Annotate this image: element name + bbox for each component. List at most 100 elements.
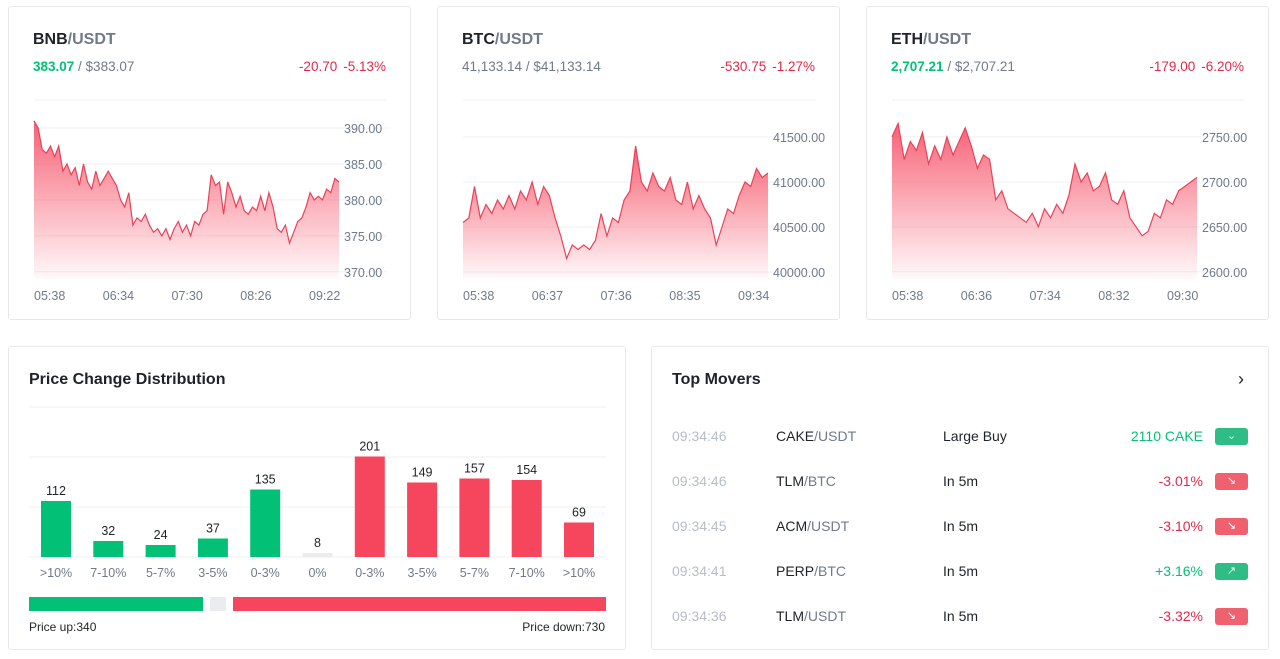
- mover-pair[interactable]: PERP/BTC: [776, 563, 943, 579]
- quote-asset: /USDT: [807, 518, 850, 534]
- trend-down-icon: ↘: [1215, 517, 1248, 535]
- category-label: 7-10%: [90, 566, 126, 580]
- mover-type: In 5m: [943, 518, 979, 534]
- usd-price: / $2,707.21: [943, 59, 1015, 74]
- price-up-label: Price up:340: [29, 620, 97, 634]
- price-line: [891, 121, 1198, 237]
- mover-pair[interactable]: TLM/BTC: [776, 473, 943, 489]
- mover-row[interactable]: 09:34:46 CAKE/USDT Large Buy 2110 CAKE ⌄: [672, 421, 1248, 451]
- distribution-bar[interactable]: [511, 480, 542, 557]
- ticker-card-btc[interactable]: BTC/USDT 41,133.14 / $41,133.14 -530.75-…: [437, 6, 840, 320]
- change-percent: -1.27%: [772, 59, 815, 74]
- base-asset: CAKE: [776, 428, 815, 444]
- x-tick-label: 05:38: [892, 289, 923, 303]
- pair-name: BNB/USDT: [33, 31, 116, 49]
- distribution-bar[interactable]: [145, 545, 176, 557]
- distribution-bar[interactable]: [302, 553, 333, 557]
- trend-up-icon: ⌄: [1215, 427, 1248, 445]
- change-percent: -6.20%: [1201, 59, 1244, 74]
- mover-value: -3.32%: [1158, 608, 1203, 624]
- mover-row[interactable]: 09:34:46 TLM/BTC In 5m -3.01% ↘: [672, 466, 1248, 496]
- y-tick-label: 40000.00: [773, 266, 825, 280]
- base-asset: PERP: [776, 563, 815, 579]
- bar-value-label: 69: [572, 506, 586, 520]
- distribution-bar[interactable]: [354, 456, 385, 558]
- chevron-right-icon[interactable]: ›: [1238, 369, 1244, 389]
- x-tick-label: 05:38: [34, 289, 65, 303]
- mover-value: 2110 CAKE: [1130, 428, 1203, 444]
- distribution-bar[interactable]: [407, 482, 438, 558]
- price-down-bar: [233, 597, 606, 611]
- mover-pair[interactable]: CAKE/USDT: [776, 428, 943, 444]
- mover-value: -3.01%: [1158, 473, 1203, 489]
- distribution-title: Price Change Distribution: [29, 371, 226, 388]
- y-tick-label: 41500.00: [773, 131, 825, 145]
- price-info: 2,707.21 / $2,707.21: [891, 59, 1015, 74]
- y-tick-label: 40500.00: [773, 221, 825, 235]
- bar-value-label: 32: [101, 524, 115, 538]
- ticker-card-bnb[interactable]: BNB/USDT 383.07 / $383.07 -20.70 -5.13% 39…: [8, 6, 411, 320]
- category-label: 0%: [308, 566, 326, 580]
- price-change-distribution-card: Price Change Distribution 112 >10% 32 7-10%…: [8, 346, 626, 650]
- distribution-bar[interactable]: [459, 478, 490, 558]
- category-label: 3-5%: [198, 566, 227, 580]
- change-value: -179.00: [1149, 59, 1196, 74]
- y-tick-label: 370.00: [344, 266, 382, 280]
- bar-value-label: 112: [46, 484, 66, 498]
- last-price: 2,707.21: [891, 59, 944, 74]
- category-label: 0-3%: [355, 566, 384, 580]
- distribution-bar[interactable]: [41, 501, 71, 557]
- distribution-bar[interactable]: [564, 522, 594, 558]
- mover-type: In 5m: [943, 563, 979, 579]
- x-tick-label: 09:22: [309, 289, 340, 303]
- category-label: 5-7%: [460, 566, 489, 580]
- mover-type: In 5m: [943, 608, 979, 624]
- bar-value-label: 149: [412, 466, 433, 480]
- pair-name: BTC/USDT: [462, 31, 543, 49]
- y-tick-label: 2700.00: [1202, 176, 1247, 190]
- y-tick-label: 41000.00: [773, 176, 825, 190]
- base-asset: TLM: [776, 473, 804, 489]
- quote-asset: /USDT: [804, 608, 846, 624]
- base-asset: BTC: [462, 31, 495, 48]
- price-chart: 2750.00 2700.00 2650.00 2600.00 05:38 06:36 07…: [891, 99, 1247, 303]
- usd-price: / $383.07: [74, 59, 135, 74]
- x-tick-label: 06:36: [961, 289, 992, 303]
- distribution-bar[interactable]: [93, 541, 124, 557]
- base-asset: TLM: [776, 608, 804, 624]
- pair-name: ETH/USDT: [891, 31, 971, 49]
- mover-pair[interactable]: TLM/USDT: [776, 608, 943, 624]
- trend-down-icon: ↘: [1215, 472, 1248, 490]
- bar-value-label: 8: [314, 536, 321, 550]
- price-line: [33, 120, 340, 246]
- category-label: >10%: [40, 566, 72, 580]
- trend-up-icon: ↗: [1215, 562, 1248, 580]
- mover-time: 09:34:36: [672, 608, 727, 624]
- x-tick-label: 09:34: [738, 289, 769, 303]
- distribution-bar[interactable]: [250, 489, 281, 558]
- x-tick-label: 05:38: [463, 289, 494, 303]
- base-asset: ACM: [776, 518, 808, 534]
- quote-asset: /BTC: [804, 473, 836, 489]
- mover-row[interactable]: 09:34:36 TLM/USDT In 5m -3.32% ↘: [672, 601, 1248, 631]
- ticker-card-eth[interactable]: ETH/USDT 2,707.21 / $2,707.21 -179.00 -6.…: [866, 6, 1269, 320]
- quote-asset: /USDT: [494, 31, 543, 48]
- change-info: -20.70 -5.13%: [293, 59, 386, 74]
- category-label: 7-10%: [509, 566, 545, 580]
- mover-row[interactable]: 09:34:41 PERP/BTC In 5m +3.16% ↗: [672, 556, 1248, 586]
- mover-row[interactable]: 09:34:45 ACM/USDT In 5m -3.10% ↘: [672, 511, 1248, 541]
- distribution-bar[interactable]: [197, 538, 228, 558]
- mover-value: -3.10%: [1158, 518, 1203, 534]
- change-value: -530.75: [720, 59, 767, 74]
- quote-asset: /USDT: [923, 31, 971, 48]
- category-label: 3-5%: [408, 566, 437, 580]
- y-tick-label: 380.00: [344, 194, 382, 208]
- x-tick-label: 08:32: [1098, 289, 1129, 303]
- mover-pair[interactable]: ACM/USDT: [776, 518, 943, 534]
- price-info: 41,133.14 / $41,133.14: [462, 59, 601, 74]
- distribution-chart: 112 >10% 32 7-10% 24 5-7% 37 3-5% 135 0-3% 8 0% 201 0…: [29, 406, 606, 580]
- trend-down-icon: ↘: [1215, 607, 1248, 625]
- mover-value: +3.16%: [1155, 563, 1203, 579]
- base-asset: BNB: [33, 31, 68, 48]
- price-area: [892, 123, 1197, 280]
